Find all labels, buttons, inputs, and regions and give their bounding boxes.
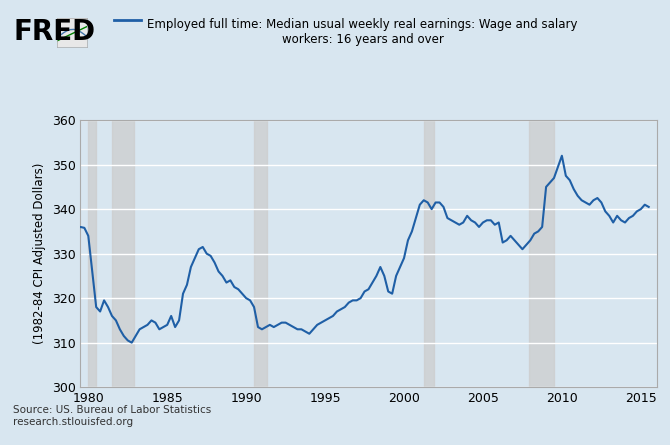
- Text: FRED: FRED: [13, 18, 96, 46]
- Bar: [112, 120, 134, 387]
- Bar: [529, 120, 554, 387]
- Bar: [254, 120, 267, 387]
- Y-axis label: (1982-84 CPI Adjusted Dollars): (1982-84 CPI Adjusted Dollars): [33, 163, 46, 344]
- Text: Source: US. Bureau of Labor Statistics
research.stlouisfed.org: Source: US. Bureau of Labor Statistics r…: [13, 405, 212, 427]
- Text: Employed full time: Median usual weekly real earnings: Wage and salary
workers: : Employed full time: Median usual weekly …: [147, 18, 578, 46]
- Bar: [423, 120, 434, 387]
- Bar: [88, 120, 96, 387]
